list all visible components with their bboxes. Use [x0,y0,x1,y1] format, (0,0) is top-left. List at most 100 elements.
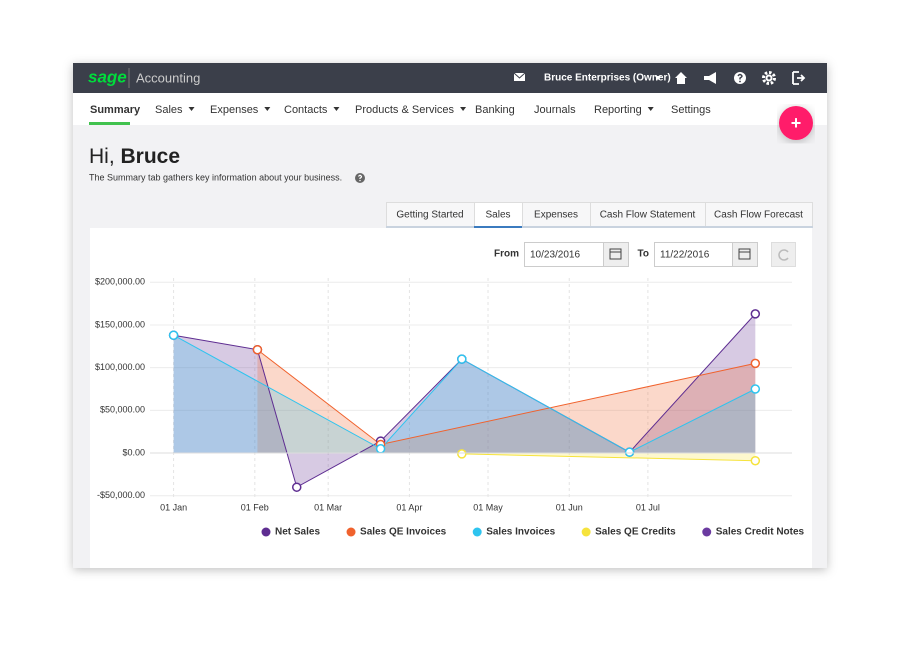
calendar-button[interactable] [732,242,758,267]
legend-marker[interactable] [702,527,712,537]
company-menu[interactable]: Bruce Enterprises (Owner) [544,73,671,84]
point [252,344,263,355]
x-tick-label: 01 Feb [241,502,269,512]
greeting-hi: Hi, [89,145,115,168]
tab-underline [386,226,475,228]
to-date[interactable]: 11/22/2016 [660,250,710,261]
tabs: Getting Started Sales Expenses Cash Flow St… [386,202,813,228]
nav-item[interactable]: Sales [155,104,183,116]
from-label: From [494,249,519,260]
x-tick-label: 01 Jan [160,502,187,512]
area [173,313,756,488]
nav-item[interactable]: Products & Services [355,104,455,116]
legend-label[interactable]: Sales Credit Notes [716,527,805,538]
point [457,449,467,459]
point [750,455,761,466]
nav-item[interactable]: Expenses [210,104,259,116]
mail-icon[interactable] [513,72,526,81]
tab[interactable] [590,202,706,228]
y-tick-label: $50,000.00 [100,405,145,415]
point [750,358,761,369]
y-tick-label: $100,000.00 [95,362,145,372]
add-button-label[interactable]: + [791,113,802,133]
y-tick-label: $0.00 [122,447,145,457]
tab-underline [590,226,706,228]
x-tick-label: 01 Jun [556,502,583,512]
help-icon[interactable] [734,72,746,84]
nav-item[interactable]: Journals [534,104,576,116]
tab-label[interactable]: Cash Flow Statement [600,210,696,221]
refresh-icon [778,249,789,261]
legend-label[interactable]: Sales Invoices [486,527,555,538]
top-bar [73,63,827,93]
refresh-button[interactable] [771,242,796,267]
tab[interactable] [705,202,813,228]
line [461,453,756,462]
y-tick-label: $150,000.00 [95,319,145,329]
y-tick-label: -$50,000.00 [97,490,145,500]
y-tick-label: $200,000.00 [95,277,145,287]
legend-label[interactable]: Net Sales [275,527,320,538]
greeting-name: Bruce [121,145,181,168]
point [750,309,761,319]
add-button[interactable] [779,106,813,140]
calendar-button[interactable] [603,242,629,267]
legend-marker[interactable] [261,527,271,537]
nav-item[interactable]: Contacts [284,104,328,116]
point [375,444,386,454]
nav: Summary Sales Expenses Contacts Products & S… [90,104,711,116]
x-tick-label: 01 Apr [396,502,422,512]
caret [655,76,661,80]
point [750,384,761,394]
card [90,228,812,568]
point [291,482,302,492]
announce-icon[interactable] [704,72,716,84]
tab[interactable] [522,202,591,228]
legend-label[interactable]: Sales QE Invoices [360,527,447,538]
caret [188,107,195,111]
tab-underline [474,226,523,228]
nav-active-indicator [89,122,130,125]
logout-icon[interactable] [792,71,806,85]
to-label: To [638,249,649,260]
tab-label[interactable]: Expenses [534,210,578,221]
tab-label[interactable]: Cash Flow Forecast [714,210,803,221]
point [168,330,179,340]
point [624,447,635,457]
tab[interactable] [386,202,475,228]
tab-label[interactable]: Getting Started [396,210,463,221]
tab-underline [522,226,591,228]
tab-underline [705,226,813,228]
chart: -$50,000.00 $0.00 $50,000.00 $100,000.00 $15… [95,277,805,538]
nav-item[interactable]: Banking [475,104,515,116]
nav-item[interactable]: Reporting [594,104,642,116]
legend-marker[interactable] [581,527,591,537]
home-icon[interactable] [675,72,687,84]
nav-bar [73,93,827,125]
greeting: Hi, Bruce [89,145,180,168]
legend-label[interactable]: Sales QE Credits [595,527,676,538]
caret [333,107,340,111]
x-tick-label: 01 Mar [314,502,342,512]
nav-item[interactable]: Summary [90,104,141,116]
calendar-icon [738,248,751,260]
subtitle: The Summary tab gathers key information … [89,172,342,182]
tab-label[interactable]: Sales [485,210,510,221]
product-name: Accounting [136,70,200,85]
caret [647,107,654,111]
point [457,354,467,364]
from-date[interactable]: 10/23/2016 [530,250,580,261]
caret [460,107,467,111]
legend-marker[interactable] [346,527,356,537]
caret [264,107,271,111]
help-icon[interactable] [355,173,365,183]
settings-icon[interactable] [762,71,776,85]
nav-item[interactable]: Settings [671,104,711,116]
x-tick-label: 01 May [473,502,503,512]
area [173,335,756,454]
logo[interactable]: sage [88,67,127,86]
legend-marker[interactable] [472,527,482,537]
area [257,349,756,454]
